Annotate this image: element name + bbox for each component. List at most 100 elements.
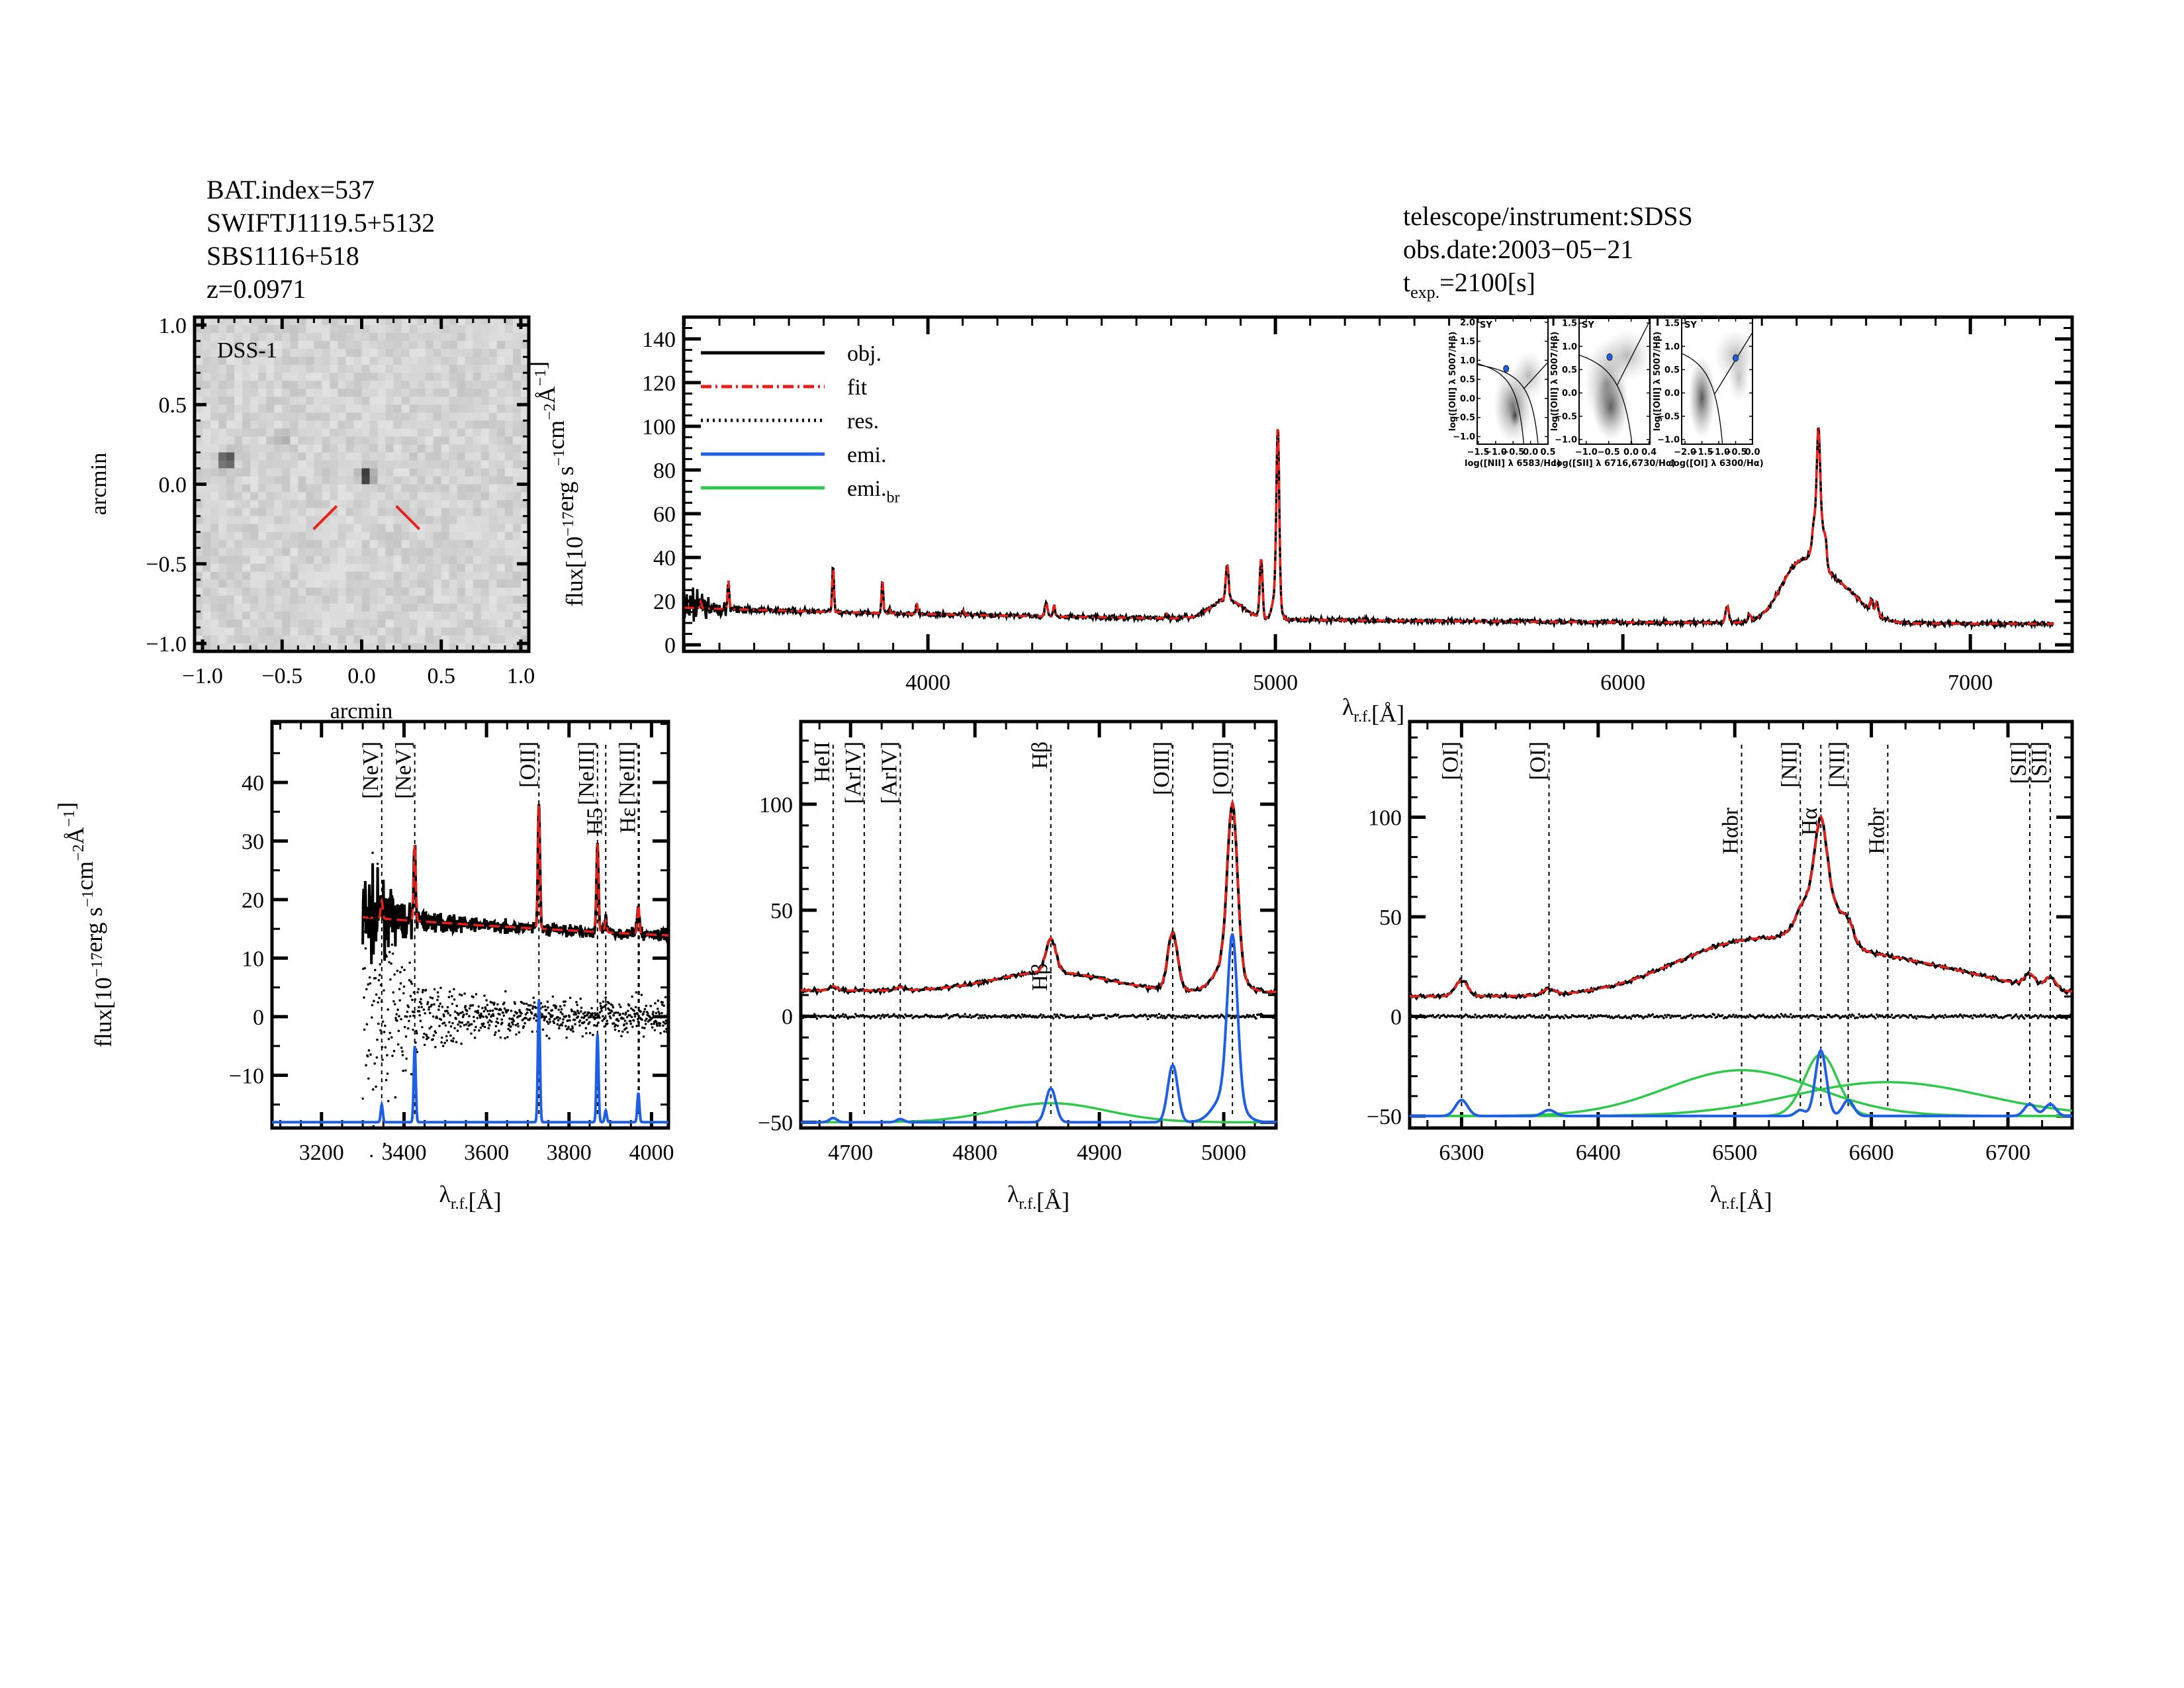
residual-point <box>1170 1015 1173 1019</box>
image-pixel <box>210 643 219 652</box>
image-pixel <box>290 571 298 581</box>
image-pixel <box>433 452 442 461</box>
image-pixel <box>449 476 458 485</box>
residual-point <box>545 1034 548 1037</box>
image-pixel <box>330 349 339 357</box>
x-tick-label: 5000 <box>1201 1141 1246 1165</box>
image-pixel <box>258 587 267 596</box>
residual-point <box>1160 1014 1163 1017</box>
image-pixel <box>218 476 227 485</box>
residual-point <box>445 1039 449 1042</box>
residual-point <box>633 1015 637 1018</box>
image-pixel <box>282 555 291 565</box>
image-pixel <box>330 460 339 469</box>
image-pixel <box>298 325 306 334</box>
image-pixel <box>203 468 211 477</box>
image-pixel <box>250 524 259 533</box>
image-pixel <box>290 532 298 541</box>
image-pixel <box>385 381 394 389</box>
residual-point <box>463 992 466 995</box>
image-pixel <box>512 476 522 485</box>
residual-point <box>652 1010 655 1013</box>
residual-point <box>1533 1014 1535 1017</box>
residual-point <box>365 988 368 991</box>
image-pixel <box>306 444 314 453</box>
residual-point <box>576 1015 580 1018</box>
image-pixel <box>290 365 298 373</box>
image-pixel <box>488 539 498 549</box>
residual-point <box>1804 1015 1807 1018</box>
image-pixel <box>353 365 363 373</box>
image-pixel <box>195 643 203 652</box>
x-tick-label: 0.5 <box>1540 447 1555 457</box>
image-pixel <box>282 500 291 509</box>
residual-point <box>655 1021 658 1023</box>
image-pixel <box>496 476 506 485</box>
residual-point <box>464 1005 467 1008</box>
residual-point <box>493 1002 496 1005</box>
residual-point <box>1744 1016 1747 1019</box>
image-pixel <box>274 325 283 334</box>
residual-point <box>449 1025 453 1028</box>
residual-point <box>1504 1013 1507 1016</box>
y-tick-label: 0 <box>782 1005 793 1029</box>
image-pixel <box>234 317 243 326</box>
image-pixel <box>306 412 314 421</box>
image-pixel <box>512 381 522 389</box>
image-pixel <box>449 539 458 549</box>
image-pixel <box>409 389 418 397</box>
image-pixel <box>361 611 371 620</box>
residual-point <box>483 994 486 997</box>
residual-point <box>429 996 432 999</box>
residual-point <box>1805 1013 1809 1017</box>
residual-point <box>666 1015 670 1018</box>
residual-point <box>1628 1015 1631 1019</box>
residual-point <box>661 1001 664 1004</box>
image-pixel <box>306 436 314 445</box>
image-pixel <box>345 333 355 342</box>
residual-point <box>1146 1017 1150 1021</box>
image-pixel <box>504 547 514 557</box>
image-pixel <box>433 500 442 509</box>
image-pixel <box>242 460 251 469</box>
residual-point <box>598 1011 602 1014</box>
residual-point <box>619 1006 622 1009</box>
image-pixel <box>218 492 227 501</box>
residual-point <box>387 1037 390 1041</box>
residual-point <box>403 1025 406 1029</box>
residual-point <box>406 1010 409 1013</box>
image-pixel <box>457 365 466 373</box>
residual-point <box>622 1017 625 1020</box>
residual-point <box>399 970 402 974</box>
image-pixel <box>369 357 379 365</box>
y-tick-label: 30 <box>242 829 264 854</box>
image-pixel <box>361 595 371 604</box>
image-pixel <box>345 579 355 588</box>
image-pixel <box>473 397 482 405</box>
image-pixel <box>266 500 275 509</box>
image-pixel <box>274 381 283 389</box>
image-pixel <box>345 587 355 596</box>
image-pixel <box>242 404 251 413</box>
image-pixel <box>258 627 267 636</box>
image-pixel <box>433 492 442 501</box>
image-pixel <box>322 420 331 429</box>
residual-point <box>1790 1013 1792 1016</box>
image-pixel <box>258 524 267 533</box>
image-pixel <box>512 373 522 381</box>
image-pixel <box>473 373 482 381</box>
image-pixel <box>210 365 219 373</box>
image-pixel <box>322 571 331 581</box>
image-pixel <box>298 412 306 421</box>
image-pixel <box>226 619 235 628</box>
image-pixel <box>242 349 251 357</box>
residual-point <box>441 1045 445 1047</box>
image-pixel <box>266 563 275 573</box>
residual-point <box>478 1016 482 1019</box>
image-pixel <box>465 579 474 588</box>
image-pixel <box>345 404 355 413</box>
residual-point <box>643 1027 646 1029</box>
image-pixel <box>512 627 522 636</box>
image-pixel <box>409 476 418 485</box>
image-pixel <box>480 317 490 326</box>
